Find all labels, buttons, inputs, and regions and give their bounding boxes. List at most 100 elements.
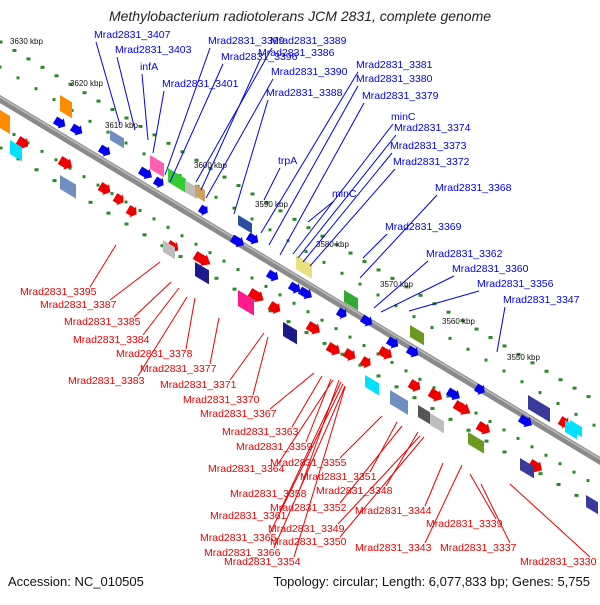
minus-gene-leader (424, 462, 444, 507)
plus-gene-label: minC (391, 111, 416, 123)
tick-mark (390, 360, 394, 364)
kbp-label: 3550 kbp (507, 353, 540, 362)
tick-mark (12, 48, 17, 52)
kbp-label: 3590 kbp (255, 200, 288, 209)
tick-mark (138, 124, 143, 128)
tick-mark (142, 233, 147, 237)
tick-mark (592, 423, 596, 427)
tick-mark (538, 472, 543, 476)
minus-gene-leader (89, 244, 117, 288)
plus-gene-label: trpA (278, 155, 297, 167)
minus-gene-label: Mrad2831_3366 (204, 547, 281, 559)
plus-gene-arrow (69, 123, 83, 136)
minus-gene-label: Mrad2831_3383 (68, 375, 145, 387)
feature-block (586, 494, 598, 515)
tick-mark (236, 184, 241, 188)
plus-gene-arrow (325, 342, 340, 356)
tick-mark (418, 293, 423, 297)
tick-mark (348, 251, 353, 255)
tick-mark (194, 242, 198, 246)
tick-mark (502, 369, 506, 373)
tick-mark (320, 234, 325, 238)
plus-gene-leader (95, 41, 121, 126)
plus-gene-arrow (197, 204, 208, 216)
feature-block (344, 289, 358, 311)
tick-mark (460, 319, 465, 323)
plus-gene-label: infA (140, 61, 158, 73)
tick-mark (264, 284, 268, 288)
tick-mark (538, 391, 542, 395)
kbp-scale: 3630 kbp 3620 kbp 3610 kbp 3600 kbp 3590 kbp… (10, 37, 540, 362)
minus-gene-leader (252, 336, 269, 396)
tick-mark (304, 250, 308, 254)
feature-block (390, 390, 408, 415)
plus-gene-arrow (287, 281, 301, 294)
tick-mark (0, 146, 3, 150)
tick-mark (138, 208, 142, 212)
plus-gene-leader (496, 306, 506, 353)
tick-mark (502, 344, 507, 348)
tick-mark (348, 335, 352, 339)
minus-gene-label: Mrad2831_3350 (270, 536, 347, 548)
feature-block (150, 155, 164, 178)
plus-gene-label: Mrad2831_3369 (385, 221, 462, 233)
plus-gene-leader (152, 90, 165, 154)
tick-mark (530, 445, 534, 449)
tick-mark (358, 282, 362, 286)
minus-gene-leader (299, 379, 340, 490)
tick-mark (124, 141, 128, 145)
minus-gene-leader (293, 386, 346, 558)
feature-block (10, 140, 22, 162)
plus-gene-label: Mrad2831_3356 (477, 278, 554, 290)
plus-gene-label: Mrad2831_3380 (356, 73, 433, 85)
tick-mark (110, 192, 114, 196)
tick-mark (180, 234, 184, 238)
tick-mark (26, 57, 31, 61)
minus-gene-leader (137, 296, 188, 377)
kbp-label: 3580 kbp (316, 240, 349, 249)
tick-mark (334, 327, 338, 331)
kbp-label: 3610 kbp (105, 121, 138, 130)
tick-mark (16, 76, 20, 80)
tick-mark (362, 344, 366, 348)
minus-gene-label: Mrad2831_3395 (20, 286, 97, 298)
minus-gene-leader (229, 332, 265, 381)
tick-mark (68, 82, 73, 86)
feature-block (195, 184, 205, 203)
minus-gene-leader (277, 379, 334, 465)
kbp-label: 3600 kbp (194, 161, 227, 170)
plus-gene-arrow (297, 286, 312, 300)
minus-gene-label: Mrad2831_3337 (440, 542, 517, 554)
feature-block (520, 457, 534, 479)
plus-gene-arrow (377, 346, 392, 360)
plus-gene-leader (268, 85, 359, 246)
minus-gene-leader (269, 383, 344, 534)
minus-gene-label: Mrad2831_3370 (183, 394, 260, 406)
minus-gene-leader (142, 287, 180, 336)
tick-mark (268, 309, 273, 313)
kbp-label: 3560 kbp (442, 317, 475, 326)
genome-backbone (0, 94, 600, 466)
minus-gene-label: Mrad2831_3343 (355, 542, 432, 554)
tick-mark (236, 268, 240, 272)
plus-gene-label: Mrad2831_3390 (271, 66, 348, 78)
plus-gene-arrow (52, 116, 66, 129)
plus-gene-label: Mrad2831_3373 (390, 140, 467, 152)
tick-mark (286, 320, 291, 324)
kbp-label: 3570 kbp (380, 280, 413, 289)
tick-mark (124, 200, 128, 204)
plus-gene-label: Mrad2831_3389 (270, 35, 347, 47)
plus-gene-arrow (407, 379, 421, 392)
plus-gene-arrow (97, 182, 111, 195)
tick-mark (106, 211, 111, 215)
minus-gene-label: Mrad2831_3344 (355, 505, 432, 517)
minus-gene-leader (339, 415, 383, 459)
map-title: Methylobacterium radiotolerans JCM 2831,… (108, 8, 492, 24)
plus-gene-label: Mrad2831_3381 (356, 59, 433, 71)
minus-gene-leader (509, 483, 591, 558)
plus-gene-leader (205, 78, 274, 199)
tick-mark (446, 394, 450, 398)
tick-mark (466, 428, 471, 432)
tick-mark (96, 99, 101, 103)
genome-backbone-highlight (0, 96, 600, 460)
